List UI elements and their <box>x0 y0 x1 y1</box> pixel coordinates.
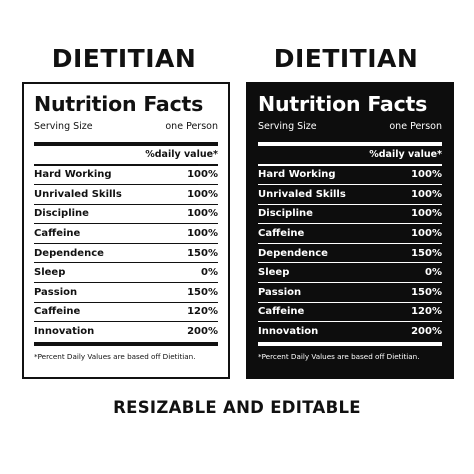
nutrient-value: 100% <box>411 208 442 220</box>
nutrient-value: 200% <box>187 326 218 338</box>
nutrient-row: Innovation 200% <box>258 322 442 341</box>
thick-divider <box>258 341 442 346</box>
serving-size-value: one Person <box>389 121 442 132</box>
nutrient-value: 100% <box>411 228 442 240</box>
nutrient-value: 0% <box>425 267 442 279</box>
nutrient-name: Caffeine <box>258 228 305 240</box>
nutrient-name: Dependence <box>258 247 328 259</box>
nutrient-value: 150% <box>411 286 442 298</box>
divider <box>258 164 442 166</box>
nutrient-row: Caffeine 100% <box>258 224 442 244</box>
nutrient-name: Unrivaled Skills <box>258 188 346 200</box>
serving-size-label: Serving Size <box>258 121 317 132</box>
nutrient-name: Discipline <box>258 208 313 220</box>
nutrition-facts-title: Nutrition Facts <box>258 92 428 116</box>
nutrient-value: 120% <box>187 306 218 318</box>
nutrient-value: 200% <box>411 326 442 338</box>
nutrient-value: 100% <box>187 169 218 181</box>
nutrient-value: 100% <box>411 188 442 200</box>
nutrient-name: Passion <box>258 286 302 298</box>
nutrient-name: Passion <box>34 286 78 298</box>
nutrient-row: Passion 150% <box>34 283 218 303</box>
nutrient-name: Discipline <box>34 208 89 220</box>
nutrient-value: 150% <box>187 286 218 298</box>
nutrition-facts-title: Nutrition Facts <box>34 92 204 116</box>
nutrient-row: Caffeine 120% <box>34 303 218 323</box>
serving-size-row: Serving Size one Person <box>34 121 218 133</box>
nutrient-row: Dependence 150% <box>258 244 442 264</box>
nutrient-name: Caffeine <box>258 306 305 318</box>
thick-divider <box>258 142 442 146</box>
nutrient-row: Sleep 0% <box>34 263 218 284</box>
nutrient-name: Sleep <box>34 267 66 279</box>
nutrient-name: Innovation <box>258 326 319 338</box>
footnote: *Percent Daily Values are based off Diet… <box>34 351 196 361</box>
footnote: *Percent Daily Values are based off Diet… <box>258 351 420 361</box>
thick-divider <box>34 142 218 146</box>
nutrient-value: 100% <box>187 208 218 220</box>
daily-value-header: %daily value* <box>145 149 218 160</box>
nutrient-value: 120% <box>411 306 442 318</box>
nutrient-name: Innovation <box>34 326 95 338</box>
serving-size-label: Serving Size <box>34 121 93 132</box>
right-heading: DIETITIAN <box>273 44 419 73</box>
nutrient-value: 150% <box>187 247 218 259</box>
nutrient-value: 100% <box>187 188 218 200</box>
serving-size-value: one Person <box>165 121 218 132</box>
nutrient-row: Hard Working 100% <box>34 166 218 186</box>
nutrition-label-dark: Nutrition Facts Serving Size one Person … <box>246 82 454 379</box>
nutrient-name: Caffeine <box>34 306 81 318</box>
nutrient-value: 150% <box>411 247 442 259</box>
nutrient-name: Sleep <box>258 267 290 279</box>
nutrient-row: Passion 150% <box>258 283 442 303</box>
nutrient-name: Dependence <box>34 247 104 259</box>
nutrient-row: Unrivaled Skills 100% <box>258 185 442 205</box>
nutrition-label-light: Nutrition Facts Serving Size one Person … <box>22 82 230 379</box>
nutrient-row: Sleep 0% <box>258 263 442 284</box>
nutrient-row: Hard Working 100% <box>258 166 442 186</box>
nutrient-name: Hard Working <box>34 169 112 181</box>
nutrient-list: Hard Working 100% Unrivaled Skills 100% Di… <box>34 166 218 341</box>
left-heading: DIETITIAN <box>51 44 197 73</box>
nutrient-row: Caffeine 100% <box>34 224 218 244</box>
nutrient-name: Caffeine <box>34 228 81 240</box>
nutrient-row: Dependence 150% <box>34 244 218 264</box>
nutrient-row: Caffeine 120% <box>258 303 442 323</box>
daily-value-header: %daily value* <box>369 149 442 160</box>
nutrient-value: 100% <box>411 169 442 181</box>
divider <box>34 164 218 166</box>
nutrient-row: Unrivaled Skills 100% <box>34 185 218 205</box>
nutrient-list: Hard Working 100% Unrivaled Skills 100% Di… <box>258 166 442 341</box>
serving-size-row: Serving Size one Person <box>258 121 442 133</box>
nutrient-row: Discipline 100% <box>34 205 218 225</box>
nutrient-value: 100% <box>187 228 218 240</box>
nutrient-value: 0% <box>201 267 218 279</box>
nutrient-name: Hard Working <box>258 169 336 181</box>
thick-divider <box>34 341 218 346</box>
nutrient-row: Innovation 200% <box>34 322 218 341</box>
nutrient-row: Discipline 100% <box>258 205 442 225</box>
tagline: RESIZABLE AND EDITABLE <box>113 398 361 417</box>
nutrient-name: Unrivaled Skills <box>34 188 122 200</box>
